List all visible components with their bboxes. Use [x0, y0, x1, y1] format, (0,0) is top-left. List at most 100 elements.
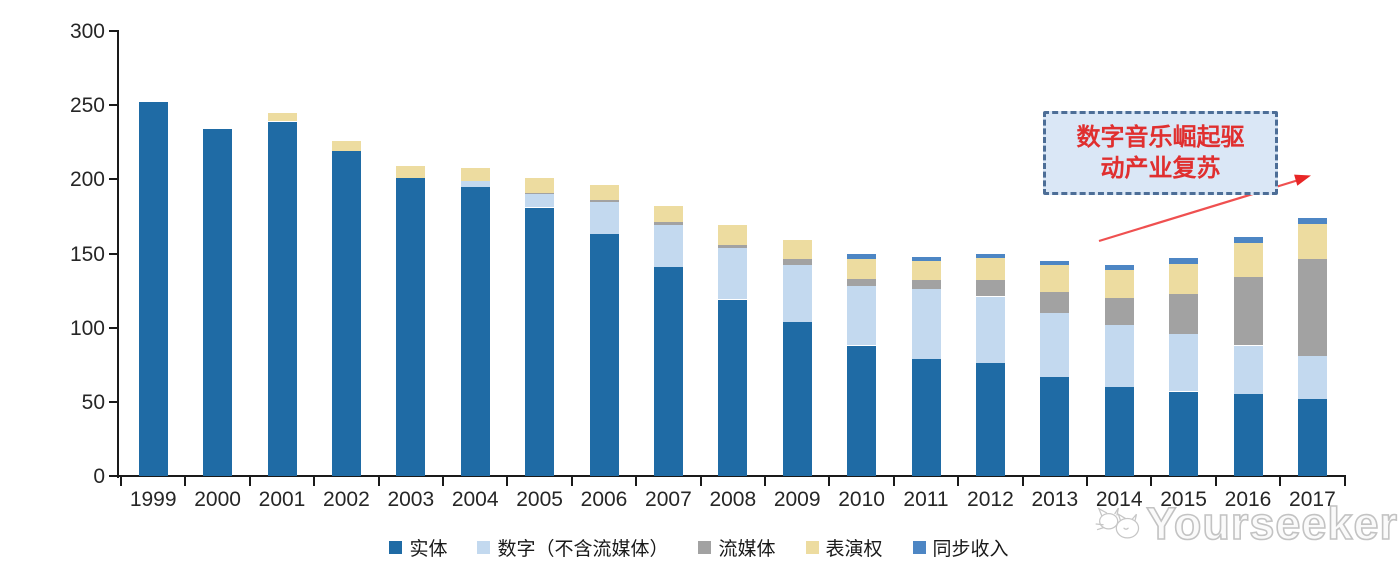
bar-segment-数字（不含流媒体）: [653, 225, 683, 267]
y-axis-tick: [109, 400, 118, 403]
y-axis-tick: [109, 30, 118, 32]
legend-item: 实体: [389, 534, 447, 561]
legend-label: 同步收入: [932, 538, 1009, 560]
x-axis-tick-label: 2012: [967, 488, 1014, 511]
bar-segment-实体: [525, 207, 555, 476]
bar-segment-数字（不含流媒体）: [975, 296, 1005, 364]
x-axis-tick-label: 2011: [903, 488, 949, 511]
bar-segment-实体: [267, 121, 297, 476]
y-axis-tick-label: 50: [81, 390, 105, 414]
bar-segment-同步收入: [1104, 265, 1134, 270]
bar-segment-表演权: [1169, 263, 1199, 294]
bar-segment-流媒体: [1233, 277, 1263, 346]
y-axis-line: [117, 30, 119, 478]
bar-segment-实体: [396, 177, 426, 476]
x-axis-tick-label: 2014: [1095, 488, 1143, 511]
legend-item: 数字（不含流媒体）: [477, 534, 668, 561]
bar-segment-实体: [460, 186, 490, 476]
legend-label: 实体: [409, 538, 448, 560]
bar-segment-实体: [653, 266, 683, 476]
bar-segment-表演权: [460, 167, 490, 181]
x-axis-tick: [313, 477, 316, 486]
bar-segment-数字（不含流媒体）: [782, 265, 812, 322]
bar-segment-同步收入: [1233, 237, 1263, 244]
cat-logo-icon: [1095, 507, 1140, 539]
bar-segment-表演权: [1297, 223, 1327, 260]
bar-segment-实体: [331, 151, 361, 476]
legend-item: 表演权: [805, 534, 883, 561]
bar-segment-表演权: [1104, 269, 1134, 298]
bar-segment-表演权: [911, 260, 941, 281]
bar-segment-实体: [1040, 376, 1070, 476]
bar-segment-同步收入: [1297, 217, 1327, 224]
legend-swatch: [805, 541, 819, 554]
x-axis-tick-label: 2017: [1289, 488, 1336, 511]
x-axis-tick-label: 2006: [580, 488, 628, 511]
x-axis-tick-label: 2001: [258, 488, 306, 511]
x-axis-tick-label: 2000: [194, 488, 241, 511]
x-axis-tick: [764, 477, 766, 486]
x-axis-tick: [1150, 477, 1153, 486]
x-axis-tick: [1279, 477, 1282, 486]
x-axis-tick: [635, 477, 638, 486]
x-axis-tick-label: 2003: [387, 488, 435, 511]
y-axis-tick: [109, 252, 118, 255]
x-axis-tick: [1214, 477, 1217, 486]
y-axis-tick: [109, 326, 118, 329]
y-axis-tick-label: 150: [69, 242, 105, 266]
bar-segment-同步收入: [1040, 260, 1070, 266]
bar-segment-数字（不含流媒体）: [460, 180, 490, 187]
legend-swatch: [389, 541, 403, 554]
bar-segment-同步收入: [975, 253, 1005, 258]
watermark-text: Yourseeker: [1145, 497, 1398, 550]
y-axis-tick-label: 250: [69, 94, 105, 118]
y-axis-tick-label: 100: [69, 316, 105, 340]
x-axis-tick-label: 2008: [709, 488, 757, 511]
x-axis-tick-label: 2002: [323, 488, 370, 511]
x-axis-tick: [1086, 477, 1088, 486]
bar-segment-表演权: [396, 166, 426, 178]
bar-segment-表演权: [847, 259, 877, 279]
x-axis-tick-label: 2015: [1160, 488, 1207, 511]
chart-legend: 实体 数字（不含流媒体） 流媒体 表演权 同步收入: [0, 534, 1398, 561]
x-axis-tick: [442, 477, 444, 486]
bar-segment-实体: [782, 321, 812, 476]
x-axis-tick: [120, 477, 122, 486]
bar-segment-实体: [589, 234, 619, 476]
x-axis-tick-label: 2010: [838, 488, 885, 511]
bar-segment-数字（不含流媒体）: [911, 289, 941, 359]
bar-segment-实体: [1104, 387, 1134, 476]
annotation-callout: 数字音乐崛起驱 动产业复苏: [1043, 111, 1278, 195]
bar-segment-表演权: [975, 258, 1005, 281]
legend-swatch: [477, 541, 491, 554]
bar-segment-流媒体: [718, 244, 748, 248]
bar-segment-实体: [1169, 391, 1199, 476]
y-axis-tick: [109, 178, 118, 181]
x-axis-tick-label: 2004: [451, 488, 499, 511]
bar-segment-表演权: [331, 140, 361, 152]
x-axis-tick-label: 2007: [645, 488, 692, 511]
bar-segment-表演权: [267, 112, 297, 122]
bar-segment-同步收入: [911, 256, 941, 261]
bar-segment-表演权: [653, 206, 683, 223]
annotation-text-line2: 动产业复苏: [1100, 154, 1221, 182]
bar-segment-表演权: [782, 240, 812, 260]
bar-segment-实体: [138, 102, 168, 476]
x-axis-tick: [828, 477, 831, 486]
bar-segment-数字（不含流媒体）: [525, 194, 555, 208]
bar-segment-流媒体: [782, 259, 812, 266]
x-axis-tick-label: 2009: [773, 488, 821, 511]
bar-segment-流媒体: [589, 200, 619, 202]
bar-segment-流媒体: [1169, 293, 1199, 334]
x-axis-tick: [892, 477, 895, 486]
x-axis-tick: [506, 477, 509, 486]
legend-item: 同步收入: [912, 534, 1009, 561]
bar-segment-数字（不含流媒体）: [847, 286, 877, 346]
x-axis-line: [117, 475, 1346, 477]
legend-swatch: [912, 541, 926, 554]
bar-segment-流媒体: [975, 280, 1005, 297]
bar-segment-实体: [718, 299, 748, 476]
bar-segment-流媒体: [1297, 259, 1327, 356]
legend-label: 流媒体: [718, 538, 776, 560]
